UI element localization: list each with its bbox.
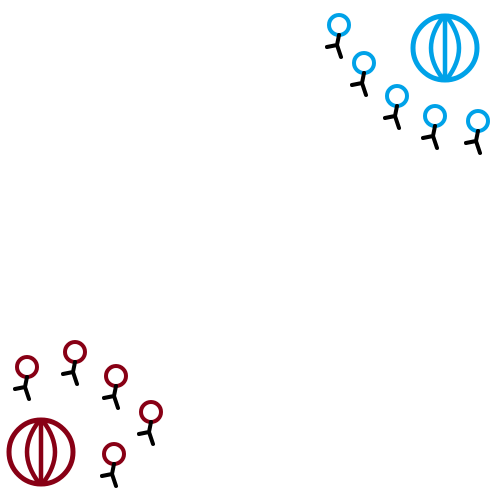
red-player-3[interactable] — [102, 364, 128, 410]
blue-player-5[interactable] — [464, 109, 490, 155]
red-player-1[interactable] — [13, 355, 39, 401]
blue-player-4[interactable] — [421, 104, 447, 150]
red-player-5[interactable] — [100, 442, 126, 488]
blue-player-2[interactable] — [350, 51, 376, 97]
red-player-4[interactable] — [137, 400, 163, 446]
blue-player-1[interactable] — [325, 13, 351, 59]
team-blue — [325, 13, 490, 155]
red-ball-icon[interactable] — [6, 417, 76, 487]
blue-player-3[interactable] — [383, 84, 409, 130]
team-red — [6, 340, 163, 488]
blue-ball-icon[interactable] — [410, 13, 480, 83]
red-player-2[interactable] — [61, 340, 87, 386]
